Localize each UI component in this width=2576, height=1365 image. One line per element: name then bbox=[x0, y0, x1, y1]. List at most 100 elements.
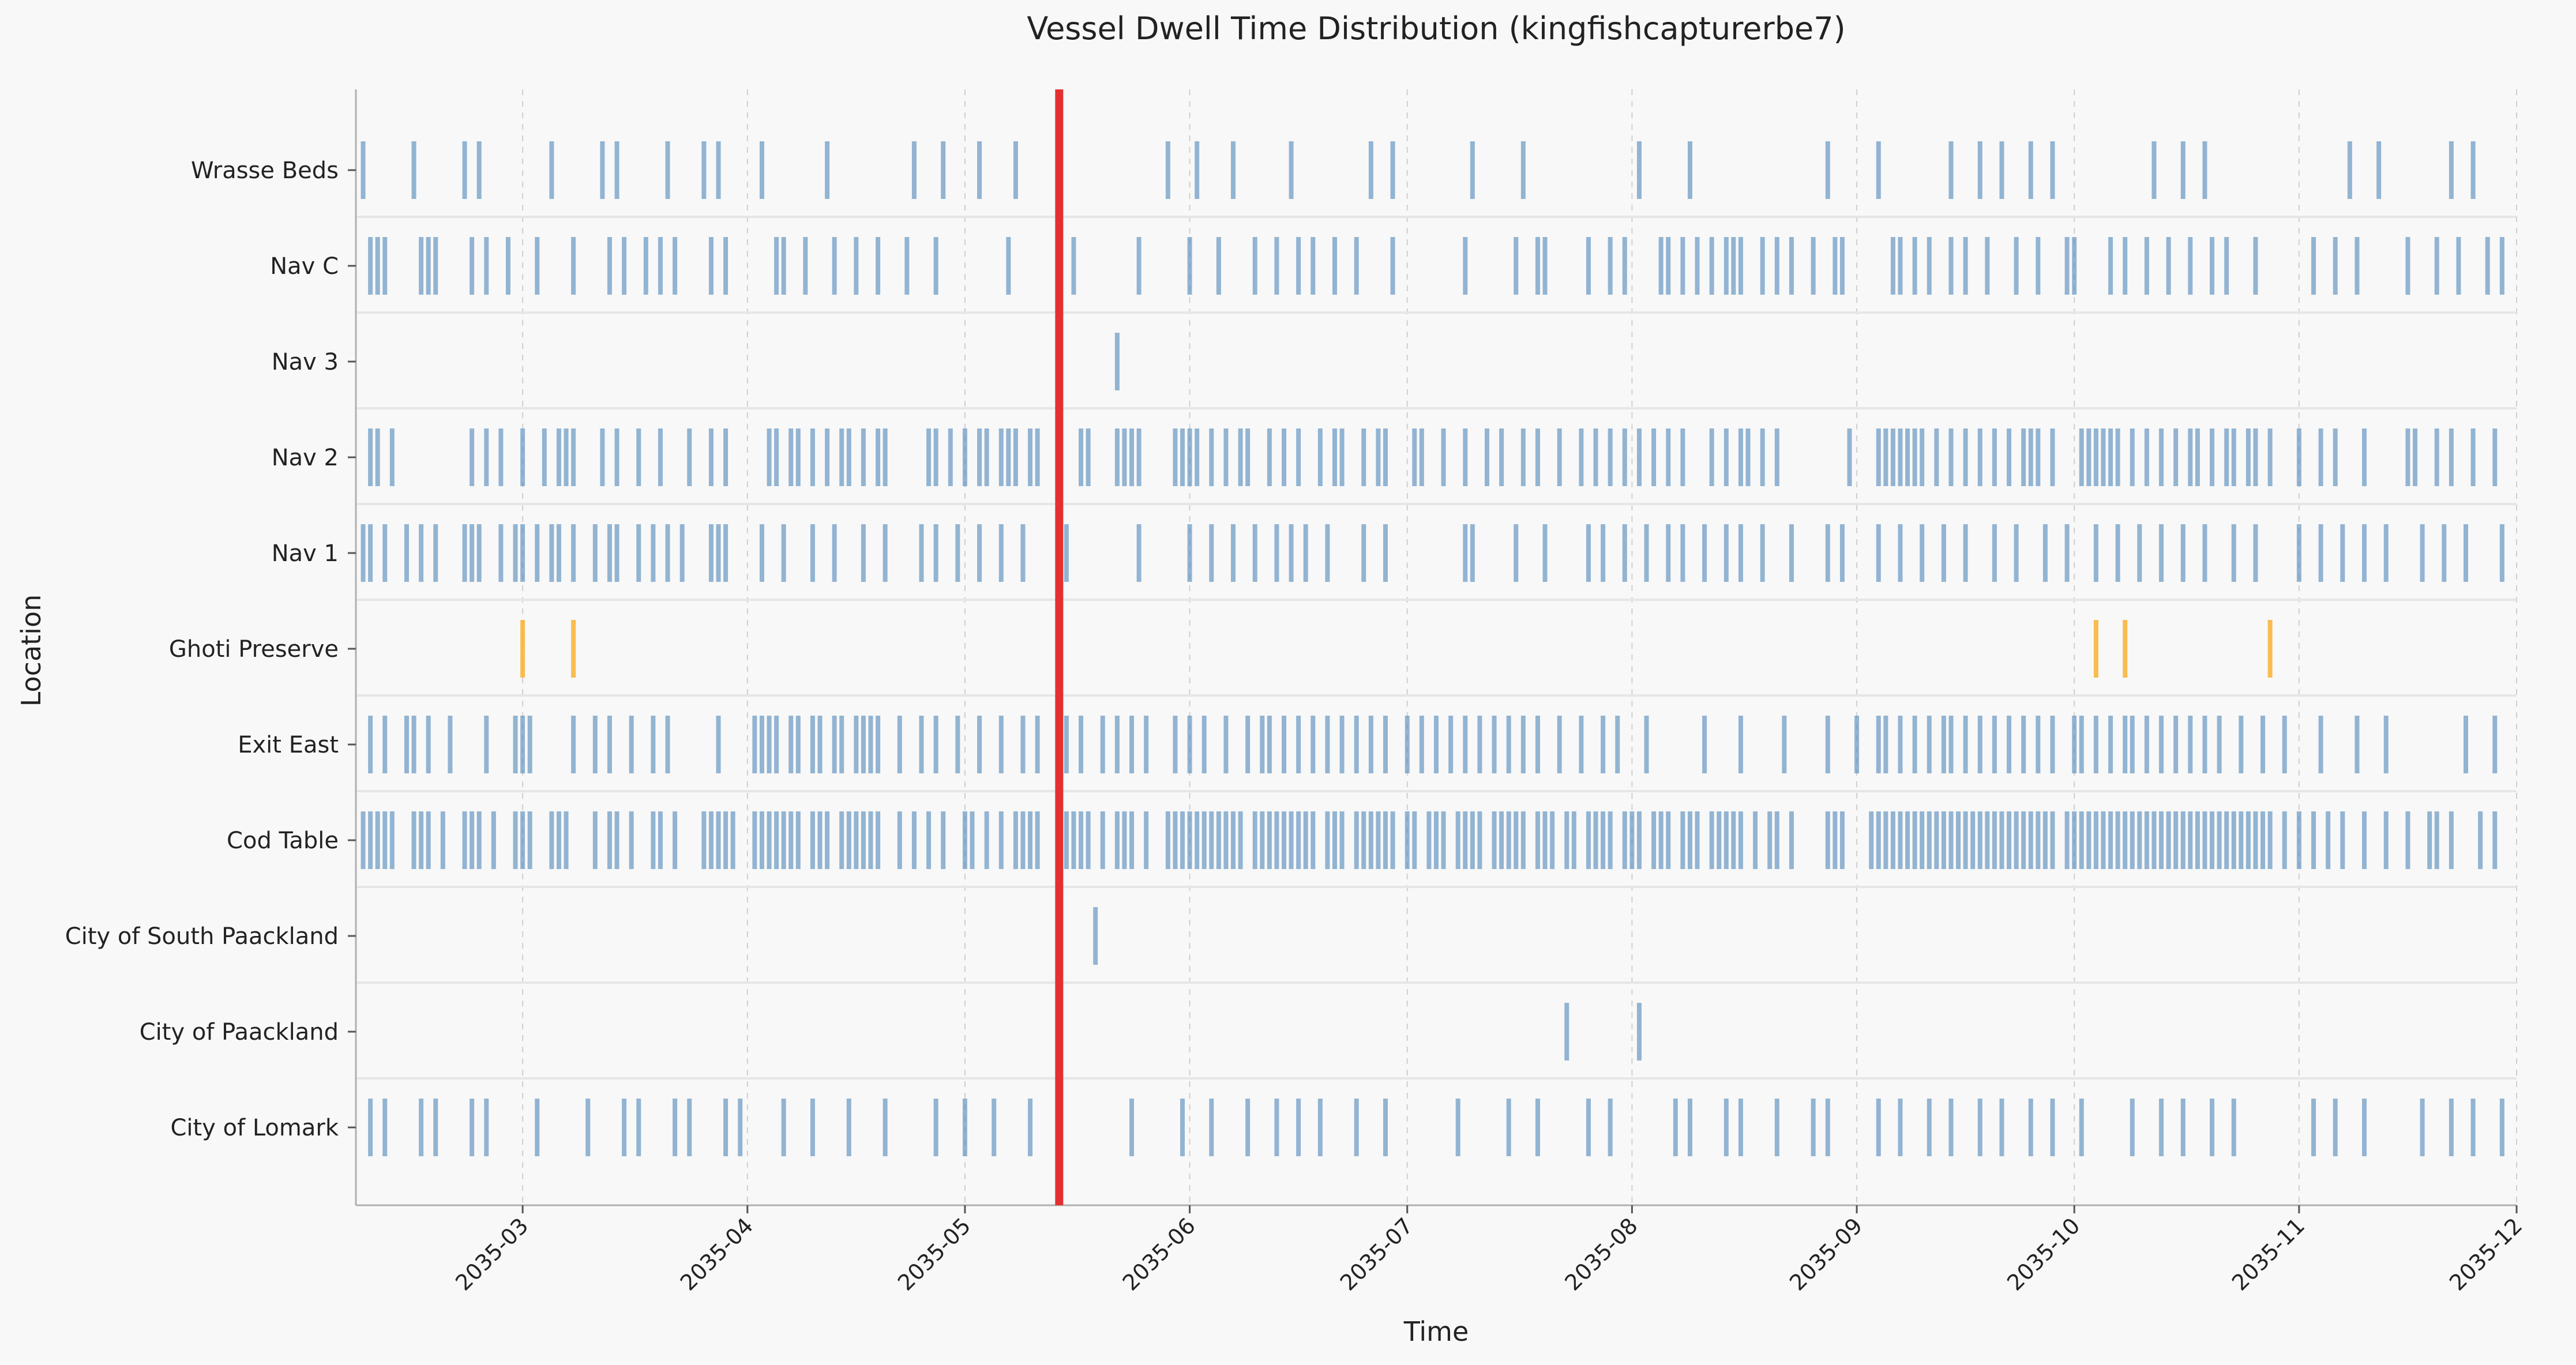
event-bar bbox=[542, 428, 547, 486]
event-bar bbox=[1977, 716, 1982, 773]
event-bar bbox=[2253, 524, 2258, 582]
event-bar bbox=[2101, 811, 2106, 869]
event-bar bbox=[484, 428, 489, 486]
event-bar bbox=[1723, 524, 1729, 582]
event-bar bbox=[1296, 716, 1301, 773]
event-bar bbox=[1274, 237, 1279, 295]
event-bar bbox=[368, 237, 373, 295]
event-bar bbox=[701, 811, 707, 869]
event-bar bbox=[1383, 811, 1388, 869]
event-bar bbox=[2028, 428, 2033, 486]
event-bar bbox=[723, 811, 729, 869]
event-bar bbox=[2108, 237, 2113, 295]
event-bar bbox=[1325, 716, 1330, 773]
event-bar bbox=[1876, 811, 1881, 869]
event-bar bbox=[1114, 716, 1120, 773]
event-bar bbox=[1020, 811, 1026, 869]
event-bar bbox=[1941, 716, 1946, 773]
event-bar bbox=[484, 237, 489, 295]
chart-title: Vessel Dwell Time Distribution (kingfish… bbox=[1027, 10, 1845, 47]
event-bar bbox=[687, 1099, 692, 1156]
event-bar bbox=[1839, 237, 1845, 295]
event-bar bbox=[1122, 811, 1127, 869]
event-bar bbox=[2050, 811, 2055, 869]
event-bar bbox=[2159, 428, 2164, 486]
event-bar bbox=[1129, 716, 1135, 773]
event-bar bbox=[1723, 428, 1729, 486]
event-bar bbox=[1180, 1099, 1185, 1156]
event-bar bbox=[2042, 524, 2048, 582]
event-bar bbox=[933, 237, 938, 295]
event-bar bbox=[1992, 716, 1997, 773]
event-bar bbox=[636, 524, 641, 582]
y-tick-label: Nav 2 bbox=[272, 445, 339, 471]
event-bar bbox=[2064, 237, 2070, 295]
event-bar bbox=[687, 428, 692, 486]
event-bar bbox=[1702, 524, 1707, 582]
event-bar bbox=[1477, 716, 1482, 773]
event-bar bbox=[361, 811, 366, 869]
event-bar bbox=[1833, 237, 1838, 295]
event-bar bbox=[803, 237, 808, 295]
event-bar bbox=[1245, 716, 1251, 773]
event-bar bbox=[375, 237, 380, 295]
event-bar bbox=[1920, 811, 1925, 869]
event-bar bbox=[1927, 1099, 1932, 1156]
event-bar bbox=[1601, 716, 1606, 773]
event-bar bbox=[1666, 237, 1671, 295]
event-bar bbox=[1535, 237, 1540, 295]
event-bar bbox=[962, 1099, 967, 1156]
event-bar bbox=[2079, 716, 2084, 773]
y-tick-label: Nav 3 bbox=[272, 349, 339, 375]
event-bar bbox=[883, 1099, 888, 1156]
event-bar bbox=[1977, 428, 1982, 486]
event-bar bbox=[861, 524, 866, 582]
event-bar bbox=[1325, 811, 1330, 869]
event-bar bbox=[2231, 524, 2236, 582]
event-bar bbox=[1383, 716, 1388, 773]
event-bar bbox=[1368, 141, 1373, 199]
event-bar bbox=[2195, 428, 2200, 486]
event-bar bbox=[2449, 1099, 2454, 1156]
event-bar bbox=[592, 811, 598, 869]
event-bar bbox=[2166, 237, 2171, 295]
event-bar bbox=[636, 1099, 641, 1156]
event-bar bbox=[535, 237, 540, 295]
event-bar bbox=[2064, 524, 2070, 582]
event-bar bbox=[1514, 237, 1519, 295]
event-bar bbox=[1601, 811, 1606, 869]
event-bar bbox=[868, 811, 873, 869]
event-bar bbox=[1571, 811, 1576, 869]
event-bar bbox=[1079, 811, 1084, 869]
event-bar bbox=[1180, 811, 1185, 869]
event-bar bbox=[1535, 1099, 1540, 1156]
event-bar bbox=[1187, 237, 1192, 295]
event-bar bbox=[2245, 811, 2251, 869]
event-bar bbox=[419, 811, 424, 869]
event-bar bbox=[2340, 811, 2345, 869]
event-bar bbox=[2231, 1099, 2236, 1156]
event-bar bbox=[2239, 716, 2244, 773]
event-bar bbox=[1086, 811, 1091, 869]
event-bar bbox=[382, 811, 388, 869]
event-bar bbox=[1666, 811, 1671, 869]
event-bar bbox=[1201, 716, 1207, 773]
event-bar bbox=[941, 141, 946, 199]
event-bar bbox=[998, 524, 1004, 582]
event-bar bbox=[2449, 428, 2454, 486]
event-bar bbox=[1622, 524, 1627, 582]
event-bar bbox=[861, 716, 866, 773]
event-bar bbox=[759, 811, 764, 869]
event-bar bbox=[781, 524, 786, 582]
event-bar bbox=[1209, 428, 1214, 486]
event-bar bbox=[716, 141, 721, 199]
event-bar bbox=[592, 524, 598, 582]
event-bar bbox=[2478, 811, 2483, 869]
y-tick-label: Nav C bbox=[270, 253, 339, 280]
event-bar bbox=[1231, 141, 1236, 199]
event-bar bbox=[1223, 716, 1229, 773]
event-bar bbox=[2296, 428, 2301, 486]
event-bar bbox=[1622, 811, 1627, 869]
event-bar bbox=[977, 716, 982, 773]
event-bar bbox=[2166, 811, 2171, 869]
